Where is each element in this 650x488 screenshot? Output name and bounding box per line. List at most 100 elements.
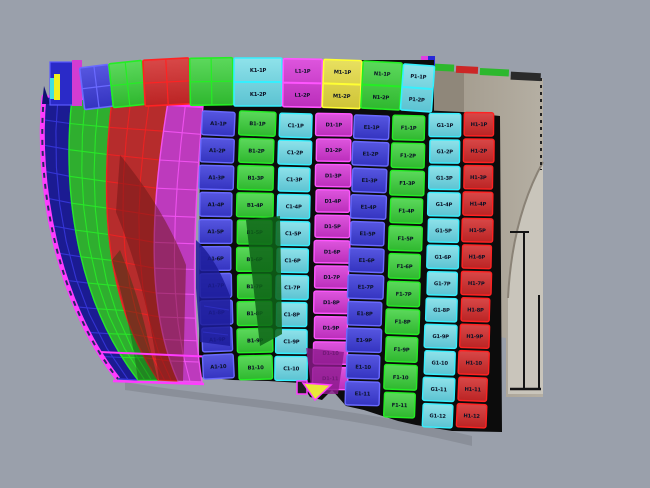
yellow-wedge-plate[interactable] xyxy=(301,382,333,402)
hull-plate[interactable]: B1-10 xyxy=(237,354,274,381)
hull-plate[interactable]: E1-5P xyxy=(349,220,386,247)
hull-plate[interactable]: G1-10 xyxy=(423,350,456,376)
hull-plate[interactable]: A1-5P xyxy=(198,218,233,245)
plate-label: B1-8P xyxy=(247,311,264,317)
hull-plate[interactable]: C1-4P xyxy=(276,193,311,220)
hull-plate[interactable]: H1-7P xyxy=(460,270,493,296)
hull-plate[interactable]: D1-9P xyxy=(313,315,349,340)
hull-plate[interactable]: G1-11 xyxy=(421,376,456,403)
hull-plate[interactable]: F1-7P xyxy=(386,280,421,308)
hull-plate[interactable]: H1-12 xyxy=(455,402,488,429)
hull-plate[interactable]: C1-3P xyxy=(277,166,311,193)
hull-plate[interactable]: H1-4P xyxy=(462,191,494,217)
hull-plate[interactable]: C1-9P xyxy=(274,328,308,355)
hull-plate[interactable]: D1-8P xyxy=(312,290,350,315)
hull-plate[interactable]: A1-3P xyxy=(198,164,235,191)
hull-plate[interactable]: D1-2P xyxy=(315,138,352,163)
hull-plate[interactable]: C1-1P xyxy=(278,112,313,139)
hull-plate[interactable]: F1-11 xyxy=(383,391,416,419)
bow-strake-green[interactable] xyxy=(68,97,160,381)
hull-plate[interactable]: C1-2P xyxy=(277,139,313,166)
hull-plate[interactable]: B1-2P xyxy=(238,137,275,164)
hull-plate[interactable]: E1-3P xyxy=(351,167,388,194)
hull-plate[interactable]: E1-4P xyxy=(349,194,388,220)
top-row-plate[interactable]: P1-1P P1-2P xyxy=(399,63,436,113)
hull-plate[interactable]: G1-4P xyxy=(426,191,461,217)
plate-label: L1-2P xyxy=(294,93,310,99)
top-row-plate[interactable]: K1-1P K1-2P xyxy=(233,57,283,107)
hull-plate[interactable]: B1-1P xyxy=(238,110,277,137)
hull-plate[interactable]: C1-10 xyxy=(274,355,308,382)
hull-plate[interactable]: H1-10 xyxy=(457,349,490,376)
hull-plate[interactable]: A1-4P xyxy=(198,191,233,218)
hull-plate[interactable]: D1-6P xyxy=(313,239,351,264)
hull-plate[interactable]: H1-9P xyxy=(458,323,491,350)
hull-plate[interactable]: C1-6P xyxy=(276,247,310,274)
hull-plate[interactable]: D1-4P xyxy=(315,188,351,214)
plate-face xyxy=(421,376,456,403)
hull-plate[interactable]: H1-6P xyxy=(461,244,493,270)
hull-plate[interactable]: H1-3P xyxy=(463,164,494,190)
hull-plate[interactable]: E1-7P xyxy=(346,273,385,300)
top-row-plate[interactable]: M1-1P M1-2P xyxy=(321,58,363,110)
hull-plate[interactable]: F1-8P xyxy=(384,308,421,336)
hull-plate[interactable]: E1-6P xyxy=(348,247,385,274)
hull-plate[interactable]: F1-5P xyxy=(387,225,424,252)
hull-plate[interactable]: D1-3P xyxy=(314,163,352,188)
top-row-plate[interactable]: N1-1P N1-2P xyxy=(360,60,403,111)
hull-plate[interactable]: H1-2P xyxy=(462,138,495,164)
plate-label: H1-7P xyxy=(468,281,485,287)
hull-plate[interactable]: E1-8P xyxy=(346,300,383,327)
hull-plate[interactable]: D1-1P xyxy=(314,112,353,137)
bottom-seam xyxy=(112,379,205,386)
hull-plate[interactable]: A1-10 xyxy=(201,353,235,380)
hull-plate[interactable]: E1-9P xyxy=(345,327,383,354)
plate-label: E1-3P xyxy=(361,178,377,185)
hull-plate[interactable]: G1-2P xyxy=(429,139,461,164)
top-row-plate[interactable] xyxy=(142,57,192,107)
hull-plate[interactable]: D1-5P xyxy=(314,214,351,239)
hull-plate[interactable]: D1-7P xyxy=(313,265,350,290)
hull-plate[interactable]: G1-5P xyxy=(427,218,460,244)
plate-face xyxy=(198,191,233,218)
hull-plate[interactable]: A1-1P xyxy=(200,110,236,137)
hull-plate[interactable]: F1-2P xyxy=(390,142,426,169)
plate-label: G1-11 xyxy=(430,387,447,394)
hull-plate[interactable]: E1-10 xyxy=(345,353,381,380)
hull-plate[interactable]: B1-3P xyxy=(236,164,275,192)
plate-face xyxy=(426,244,460,270)
hull-plate[interactable]: G1-8P xyxy=(424,297,458,323)
hull-plate[interactable]: G1-6P xyxy=(426,244,460,270)
hull-plate[interactable]: B1-4P xyxy=(235,192,275,219)
hull-plate[interactable]: G1-7P xyxy=(426,270,459,297)
hull-plate[interactable]: F1-1P xyxy=(391,114,426,142)
hull-plate[interactable]: H1-1P xyxy=(463,111,495,137)
hull-plate[interactable]: F1-3P xyxy=(389,169,426,197)
hull-plate[interactable]: F1-4P xyxy=(389,197,424,225)
hull-plate[interactable]: G1-9P xyxy=(423,323,458,350)
hull-plate[interactable]: A1-2P xyxy=(199,137,235,164)
hull-plate[interactable]: H1-5P xyxy=(461,217,494,243)
plate-label: E1-6P xyxy=(359,258,375,265)
hull-plate[interactable]: F1-6P xyxy=(387,252,422,280)
hull-plate[interactable]: E1-1P xyxy=(352,114,391,141)
top-row-plate[interactable]: L1-1P L1-2P xyxy=(281,57,324,109)
top-row-plate[interactable] xyxy=(78,63,115,111)
hull-plate[interactable]: E1-11 xyxy=(344,380,381,407)
hull-plate[interactable]: G1-3P xyxy=(427,165,461,191)
top-row-plate[interactable] xyxy=(108,59,147,109)
hull-plate[interactable]: F1-10 xyxy=(383,363,418,391)
hull-plate[interactable]: H1-8P xyxy=(460,297,491,323)
hull-plate[interactable]: G1-1P xyxy=(428,112,462,138)
hull-plate[interactable]: H1-11 xyxy=(457,376,488,403)
hull-plate[interactable]: F1-9P xyxy=(384,336,419,363)
plate-label: D1-6P xyxy=(324,250,341,256)
plate-label: G1-6P xyxy=(434,255,451,261)
frame-line xyxy=(88,282,118,287)
top-row-plate[interactable] xyxy=(188,56,235,107)
hull-plate[interactable]: G1-12 xyxy=(421,402,454,429)
hull-plate[interactable]: E1-2P xyxy=(351,140,390,167)
hull-plate[interactable]: C1-5P xyxy=(275,220,311,247)
